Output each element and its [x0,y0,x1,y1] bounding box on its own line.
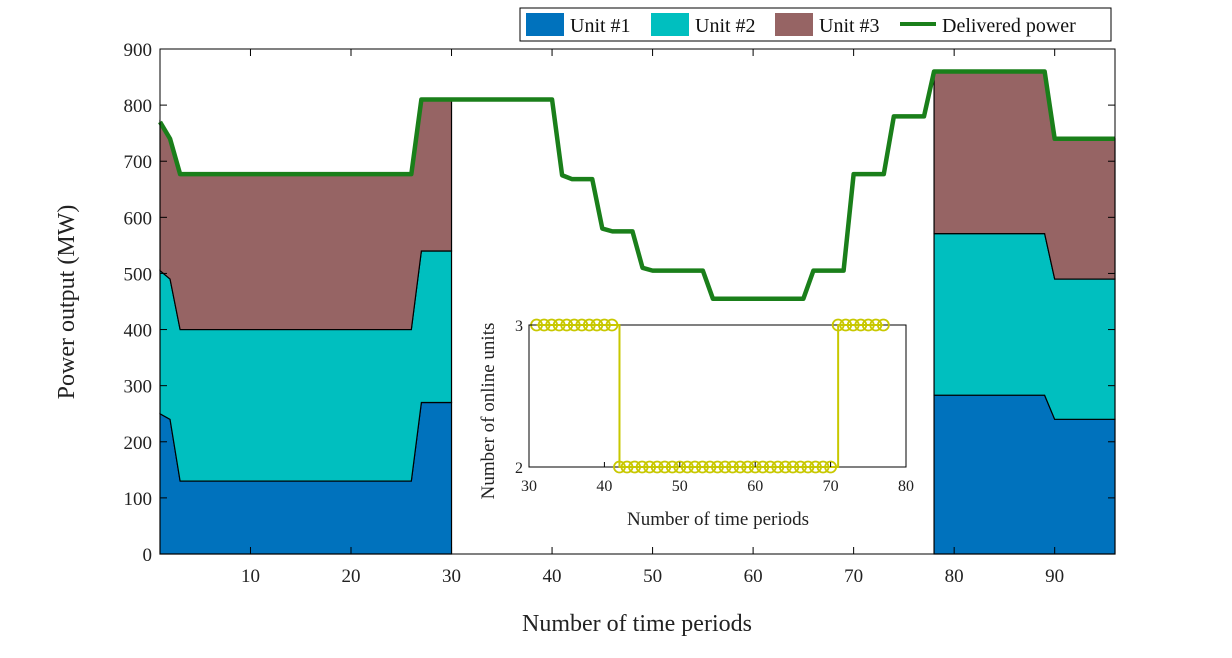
y-tick-label: 200 [124,433,153,454]
inset-data-marker [635,460,649,474]
inset-data-marker [620,460,634,474]
y-axis-title: Power output (MW) [54,205,80,400]
y-tick-label: 600 [124,208,153,229]
y-tick-label: 700 [124,152,153,173]
inset-data-marker [567,318,581,332]
legend: Unit #1 Unit #2 Unit #3 Delivered power [519,7,1112,42]
y-tick-label: 0 [143,545,153,566]
inset-data-marker [756,460,770,474]
delivered-power-line [158,69,1115,301]
inset-data-marker [643,460,657,474]
inset-data-marker [786,460,800,474]
inset-data-marker [575,318,589,332]
inset-data-marker [703,460,717,474]
inset-data-marker [869,318,883,332]
inset-y-axis-title: Number of online units [478,323,499,500]
x-tick-label: 70 [844,566,863,587]
x-tick-label: 10 [241,566,260,587]
stacked-unit-areas [159,70,1116,555]
inset-data-marker [680,460,694,474]
y-tick-label: 400 [124,321,153,342]
inset-data-marker [809,460,822,474]
inset-data-marker [718,460,732,474]
legend-box [519,7,1112,42]
y-tick-label: 900 [124,40,153,61]
inset-data-marker [613,460,626,474]
main-axes: 0 100 200 300 400 500 600 700 800 900 10 20 30 40 50 60… [124,40,1116,587]
inset-data-marker [824,460,837,474]
inset-data-marker [876,318,890,332]
inset-data-marker [582,318,596,332]
inset-data-marker [854,318,868,332]
x-tick-label: 60 [744,566,763,587]
inset-data-marker [605,318,619,332]
inset-data-marker [801,460,815,474]
inset-data-marker [831,318,845,332]
x-tick-label: 20 [342,566,361,587]
inset-data-marker [748,460,762,474]
inset-data-marker [650,460,664,474]
y-tick-label: 100 [124,489,153,510]
inset-data-marker [590,318,604,332]
x-tick-label: 40 [543,566,562,587]
main-plot-frame [159,48,1116,555]
inset-data-marker [816,460,830,474]
inset-x-tick-label: 50 [672,478,688,495]
inset-y-tick-label: 3 [515,318,523,335]
inset-data-marker [628,460,641,474]
inset-data-marker [794,460,807,474]
inset-x-tick-label: 40 [596,478,612,495]
inset-data-marker [733,460,747,474]
inset-y-tick-label: 2 [515,460,523,477]
inset-online-units-chart: 2 3 30 40 50 60 70 80 [515,318,914,495]
legend-label-unit3: Unit #3 [819,15,880,37]
inset-data-marker [552,318,566,332]
inset-x-tick-label: 70 [823,478,839,495]
inset-data-marker [741,460,755,474]
inset-data-marker [673,460,687,474]
area-unit3-segment-1 [159,98,453,331]
inset-data-marker [665,460,679,474]
x-tick-label: 30 [442,566,461,587]
legend-label-unit2: Unit #2 [695,15,756,37]
inset-data-marker [696,460,709,474]
inset-x-tick-label: 30 [521,478,537,495]
x-axis-title: Number of time periods [522,611,752,637]
x-tick-label: 80 [945,566,964,587]
legend-swatch-unit3 [775,13,813,36]
inset-data-marker [763,460,777,474]
delivered-power-line-group [158,69,1115,301]
inset-data-marker [537,318,551,332]
x-tick-label: 90 [1045,566,1064,587]
y-tick-label: 800 [124,96,153,117]
legend-label-unit1: Unit #1 [570,15,631,37]
inset-x-tick-label: 80 [898,478,914,495]
inset-x-tick-label: 60 [747,478,763,495]
inset-data-marker [598,318,611,332]
legend-label-delivered: Delivered power [942,15,1076,37]
inset-plot-frame [528,324,907,468]
legend-swatch-unit1 [526,13,564,36]
inset-data-marker [861,318,875,332]
inset-data-marker [778,460,792,474]
inset-data-marker [560,318,574,332]
inset-data-marker [726,460,739,474]
y-tick-label: 500 [124,264,153,285]
inset-data-marker [688,460,702,474]
inset-data-marker [771,460,785,474]
legend-swatch-unit2 [651,13,689,36]
inset-data-marker [846,318,860,332]
inset-data-marker [711,460,724,474]
y-tick-label: 300 [124,377,153,398]
inset-data-marker [839,318,853,332]
x-tick-label: 50 [643,566,662,587]
inset-data-marker [658,460,672,474]
inset-data-marker [545,318,559,332]
inset-x-axis-title: Number of time periods [627,509,809,530]
